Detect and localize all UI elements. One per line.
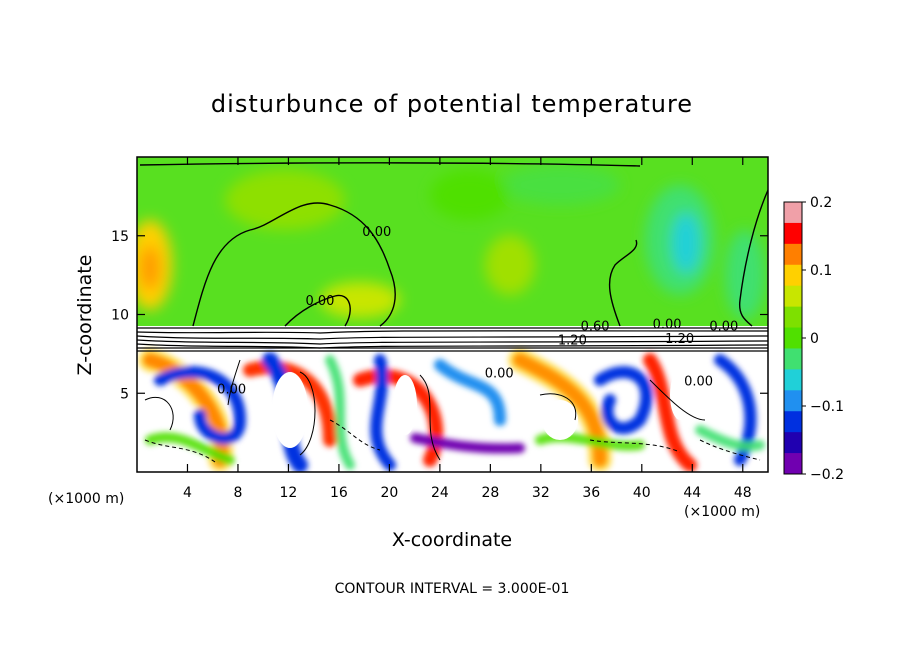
- colorbar: [783, 201, 803, 475]
- x-tick-label: 44: [683, 485, 701, 501]
- y-axis: 5 10 15: [111, 229, 768, 402]
- contour-label: 0.00: [362, 225, 391, 240]
- contour-label: 0.00: [217, 382, 246, 397]
- x-axis: 4 8 12 16 20 24 28 32 36 40 44 48: [183, 157, 752, 501]
- y-axis-label: Z-coordinate: [74, 255, 96, 376]
- x-unit-label-right: (×1000 m): [684, 504, 760, 520]
- contour-label: 0.00: [653, 318, 682, 333]
- y-tick-label: 10: [111, 308, 129, 324]
- colorbar-swatch: [784, 432, 802, 454]
- contour-label: 1.20: [558, 333, 587, 348]
- colorbar-tick-label: −0.2: [810, 467, 844, 483]
- colorbar-tick-label: −0.1: [810, 399, 844, 415]
- plot-area: [137, 157, 768, 472]
- colorbar-swatch: [784, 453, 802, 475]
- x-tick-label: 12: [280, 485, 298, 501]
- colorbar-tick-label: 0.2: [810, 195, 832, 211]
- x-tick-label: 8: [233, 485, 242, 501]
- contour-label: 0.00: [306, 294, 335, 309]
- colorbar-swatch: [784, 327, 802, 349]
- contour-labels: 0.000.000.000.601.200.001.200.000.000.00: [217, 225, 738, 398]
- contour-label: 1.20: [665, 332, 694, 347]
- upper-contour-lines: [139, 162, 768, 327]
- x-axis-label: X-coordinate: [392, 529, 512, 551]
- x-tick-label: 48: [734, 485, 752, 501]
- x-tick-label: 32: [532, 485, 550, 501]
- lower-contour-lines: [144, 359, 761, 463]
- colorbar-swatch: [784, 306, 802, 329]
- x-tick-label: 24: [431, 485, 449, 501]
- colorbar-swatch: [784, 285, 802, 308]
- x-tick-label: 36: [582, 485, 600, 501]
- colorbar-swatch: [784, 348, 802, 370]
- x-unit-label-left: (×1000 m): [48, 491, 124, 507]
- stable-layer-contours: [137, 327, 768, 352]
- colorbar-tick-label: 0.1: [810, 263, 832, 279]
- contour-label: 0.00: [485, 367, 514, 382]
- x-tick-label: 16: [330, 485, 348, 501]
- contour-label: 0.00: [684, 374, 713, 389]
- colorbar-swatch: [784, 369, 802, 391]
- x-tick-label: 4: [183, 485, 192, 501]
- colorbar-swatch: [784, 390, 802, 412]
- y-tick-label: 5: [120, 386, 129, 402]
- x-tick-label: 20: [380, 485, 398, 501]
- colorbar-tick-label: 0: [810, 331, 819, 347]
- colorbar-swatch: [784, 264, 802, 287]
- contour-interval-note: CONTOUR INTERVAL = 3.000E-01: [335, 581, 570, 597]
- upper-layer-anomalies: [137, 165, 765, 320]
- x-tick-label: 28: [481, 485, 499, 501]
- colorbar-ticks: 0.2 0.1 0 −0.1 −0.2: [802, 195, 844, 483]
- contour-label: 0.60: [581, 319, 610, 334]
- colorbar-swatch: [784, 411, 802, 433]
- contour-label: 0.00: [709, 319, 738, 334]
- colorbar-swatch: [784, 222, 802, 245]
- lower-layer-cores: [272, 370, 690, 448]
- colorbar-swatch: [784, 243, 802, 266]
- chart-title: disturbunce of potential temperature: [211, 90, 693, 118]
- y-tick-label: 15: [111, 229, 129, 245]
- x-tick-label: 40: [633, 485, 651, 501]
- colorbar-swatch: [784, 202, 802, 224]
